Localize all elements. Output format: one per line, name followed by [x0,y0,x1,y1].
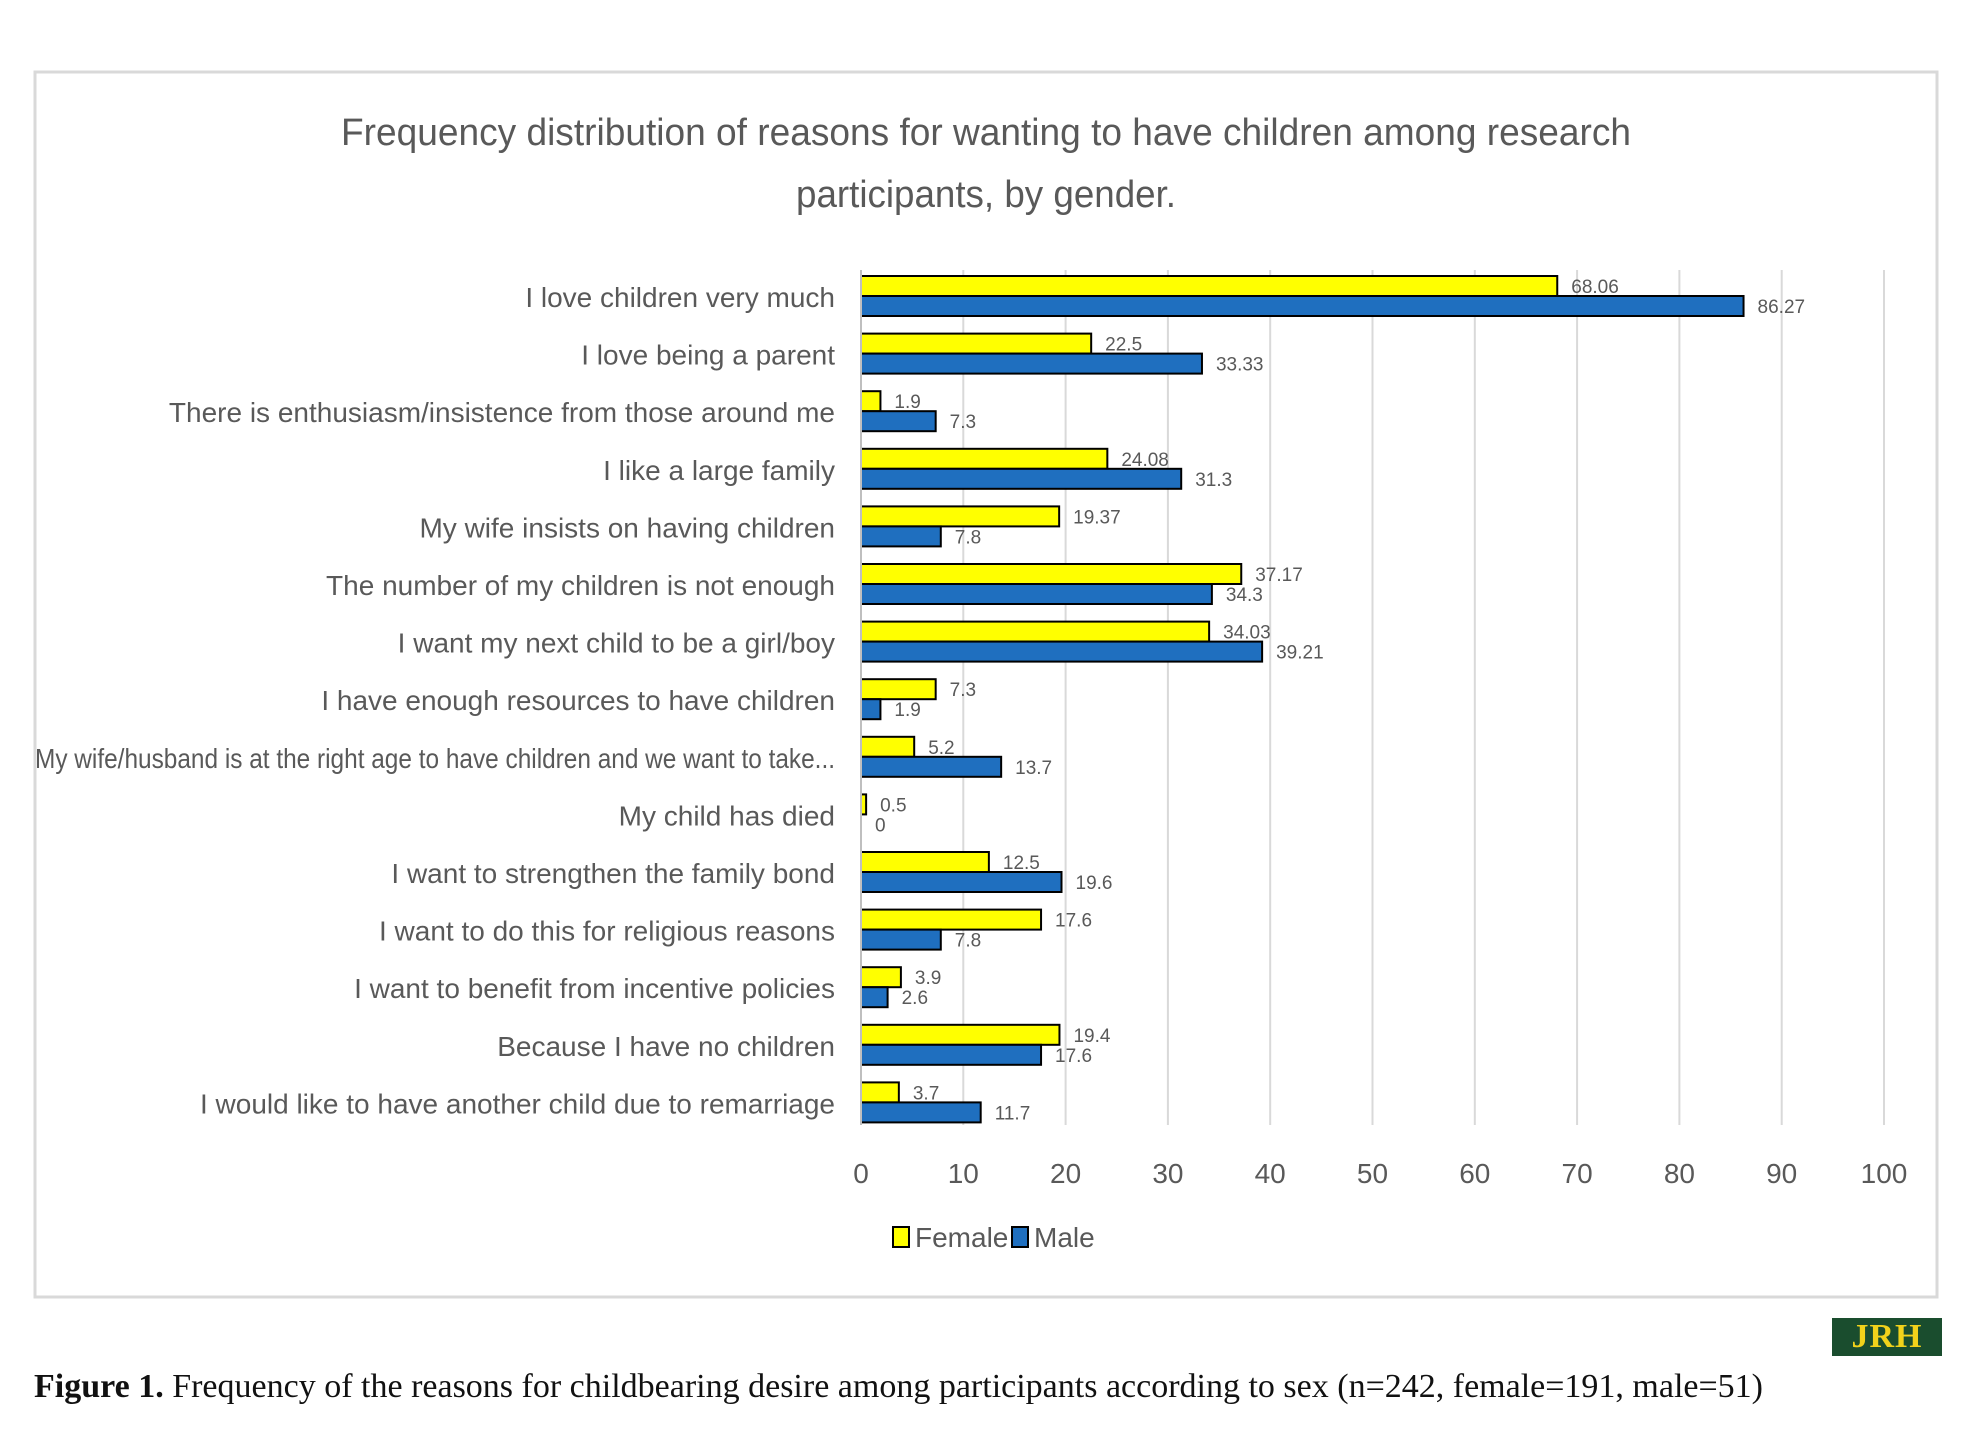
male-bar [860,525,942,548]
category-label: I want my next child to be a girl/boy [398,628,835,659]
logo-text: JRH [1851,1318,1923,1355]
male-data-label: 33.33 [1216,355,1264,376]
female-bar [860,620,1211,643]
female-data-label: 17.6 [1055,911,1092,932]
female-data-label: 3.7 [913,1083,939,1104]
female-data-label: 37.17 [1255,565,1303,586]
male-data-label: 7.8 [955,931,981,952]
male-bar [860,755,1003,778]
category-label: Because I have no children [497,1031,835,1062]
female-bar [860,275,1559,297]
category-label: I have enough resources to have children [321,685,835,716]
female-bar [860,908,1043,931]
female-data-label: 19.37 [1073,507,1121,528]
x-tick-label: 60 [1459,1158,1490,1189]
male-data-label: 7.3 [950,412,976,433]
caption-text: Frequency of the reasons for childbearin… [163,1368,1763,1405]
female-bar [860,1023,1061,1046]
male-data-label: 1.9 [894,700,920,721]
male-bar [860,583,1213,605]
x-tick-label: 20 [1050,1158,1081,1189]
figure-caption: Figure 1. Frequency of the reasons for c… [34,1368,1944,1406]
male-data-label: 86.27 [1758,297,1806,318]
male-data-label: 31.3 [1195,470,1232,491]
legend-swatch-female [892,1226,910,1248]
male-bar [860,410,937,433]
category-label: I want to do this for religious reasons [379,916,835,947]
male-bar [860,1043,1043,1066]
male-data-label: 19.6 [1076,873,1113,894]
male-bar [860,352,1203,375]
female-bar [860,563,1243,585]
category-label: I would like to have another child due t… [200,1088,835,1119]
x-tick-label: 40 [1255,1158,1286,1189]
male-data-label: 13.7 [1015,758,1052,779]
x-tick-label: 10 [948,1158,979,1189]
male-data-label: 2.6 [902,988,928,1009]
male-bar [860,871,1063,893]
female-data-label: 22.5 [1105,335,1142,356]
male-bar [860,467,1183,490]
category-label: I love children very much [525,282,835,313]
caption-label: Figure 1. [34,1368,164,1405]
male-data-label: 39.21 [1276,643,1324,664]
legend-label-male: Male [1034,1222,1095,1253]
female-data-label: 7.3 [950,680,976,701]
female-data-label: 12.5 [1003,853,1040,874]
category-label: I love being a parent [581,340,835,371]
female-data-label: 68.06 [1571,277,1619,298]
female-data-label: 34.03 [1223,623,1271,644]
x-tick-label: 70 [1562,1158,1593,1189]
legend-swatch-male [1011,1226,1029,1248]
male-data-label: 7.8 [955,527,981,548]
female-data-label: 19.4 [1073,1026,1110,1047]
female-bar [860,390,882,413]
category-label: I want to benefit from incentive policie… [354,973,835,1004]
category-label: My wife insists on having children [419,512,835,543]
x-tick-label: 30 [1152,1158,1183,1189]
male-bar [860,640,1264,663]
category-label: The number of my children is not enough [326,570,835,601]
male-bar [860,928,942,951]
male-data-label: 0 [875,815,886,836]
female-bar [860,735,916,758]
male-data-label: 11.7 [995,1103,1031,1124]
journal-logo: JRH [1832,1318,1942,1356]
male-bar [860,986,889,1009]
female-bar [860,678,937,701]
male-bar [860,1101,982,1124]
x-tick-label: 50 [1357,1158,1388,1189]
chart-title-line: participants, by gender. [796,174,1176,216]
female-data-label: 5.2 [928,738,954,759]
x-tick-label: 80 [1664,1158,1695,1189]
male-bar [860,295,1745,317]
female-bar [860,505,1061,528]
female-bar [860,851,990,873]
female-data-label: 24.08 [1121,450,1169,471]
female-bar [860,966,902,989]
legend-label-female: Female [915,1222,1008,1253]
female-bar [860,332,1093,355]
x-tick-label: 100 [1861,1158,1908,1189]
category-label: I like a large family [603,455,835,486]
male-bar [860,698,882,721]
female-data-label: 0.5 [880,795,906,816]
category-label: My wife/husband is at the right age to h… [35,743,835,774]
category-label: I want to strengthen the family bond [391,858,835,889]
chart-title-line: Frequency distribution of reasons for wa… [341,112,1631,154]
male-data-label: 17.6 [1055,1046,1092,1067]
category-label: There is enthusiasm/insistence from thos… [169,397,835,428]
female-data-label: 1.9 [894,392,920,413]
female-bar [860,1081,900,1104]
male-data-label: 34.3 [1226,585,1263,606]
female-bar [860,447,1109,470]
x-tick-label: 90 [1766,1158,1797,1189]
x-tick-label: 0 [853,1158,869,1189]
category-label: My child has died [619,800,835,831]
female-data-label: 3.9 [915,968,941,989]
